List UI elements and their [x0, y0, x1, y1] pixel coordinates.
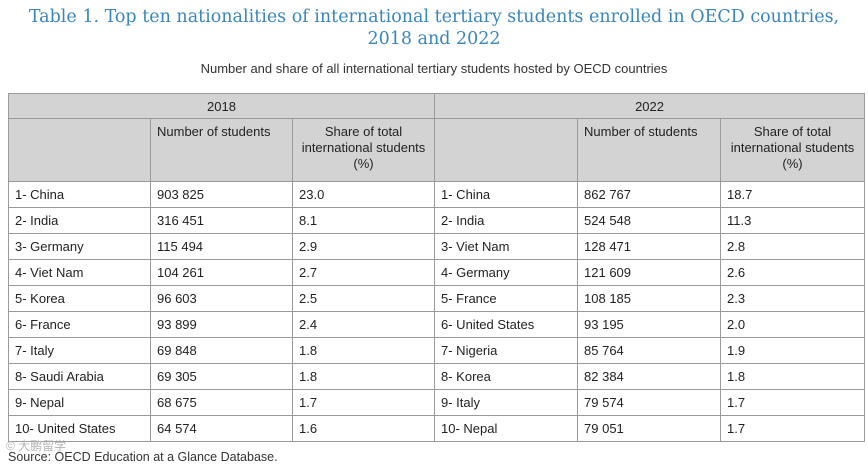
- number-2018-cell: 93 899: [150, 311, 293, 338]
- number-2022-cell: 93 195: [577, 311, 722, 338]
- country-2018-cell: 4- Viet Nam: [8, 259, 151, 286]
- share-2018-cell: 8.1: [291, 207, 436, 234]
- share-2018-cell: 1.7: [291, 389, 436, 416]
- country-2022-cell: 4- Germany: [434, 259, 579, 286]
- number-2018-cell: 69 305: [150, 363, 293, 390]
- share-2022-cell: 2.6: [720, 259, 866, 286]
- table-row: 2- India 316 451 8.1 2- India 524 548 11.3: [8, 207, 866, 234]
- share-2022-cell: 1.7: [720, 415, 866, 442]
- number-2018-cell: 68 675: [150, 389, 293, 416]
- nationalities-table: 2018 2022 Number of students Share of to…: [7, 93, 866, 442]
- table-row: 4- Viet Nam 104 261 2.7 4- Germany 121 609 2.…: [8, 259, 866, 286]
- share-2022-cell: 2.3: [720, 285, 866, 312]
- country-2022-cell: 5- France: [434, 285, 579, 312]
- table-row: 6- France 93 899 2.4 6- United States 93 195…: [8, 311, 866, 338]
- number-2022-cell: 524 548: [577, 207, 722, 234]
- number-2022-cell: 79 051: [577, 415, 722, 442]
- country-2022-cell: 7- Nigeria: [434, 337, 579, 364]
- table-row: 5- Korea 96 603 2.5 5- France 108 185 2.3: [8, 285, 866, 312]
- share-2018-cell: 2.7: [291, 259, 436, 286]
- country-header-2022: [434, 118, 579, 182]
- share-2022-cell: 11.3: [720, 207, 866, 234]
- source-note: Source: OECD Education at a Glance Datab…: [8, 450, 278, 464]
- table-title-line-1: Table 1. Top ten nationalities of intern…: [28, 7, 840, 27]
- year-2022-header: 2022: [434, 93, 866, 119]
- country-2018-cell: 1- China: [8, 181, 151, 208]
- country-2018-cell: 5- Korea: [8, 285, 151, 312]
- year-header-row: 2018 2022: [7, 93, 866, 119]
- number-2022-cell: 82 384: [577, 363, 722, 390]
- country-2018-cell: 3- Germany: [8, 233, 151, 260]
- share-2022-cell: 1.8: [720, 363, 866, 390]
- number-2022-cell: 128 471: [577, 233, 722, 260]
- share-2022-cell: 1.9: [720, 337, 866, 364]
- country-2018-cell: 2- India: [8, 207, 151, 234]
- number-2022-cell: 862 767: [577, 181, 722, 208]
- column-header-row: Number of students Share of total intern…: [8, 118, 866, 182]
- country-2018-cell: 9- Nepal: [8, 389, 151, 416]
- share-2022-cell: 2.0: [720, 311, 866, 338]
- number-2018-cell: 69 848: [150, 337, 293, 364]
- share-2018-cell: 1.8: [291, 337, 436, 364]
- number-2022-cell: 79 574: [577, 389, 722, 416]
- table-row: 7- Italy 69 848 1.8 7- Nigeria 85 764 1.9: [8, 337, 866, 364]
- share-header-2018: Share of total international students (%…: [291, 118, 436, 182]
- number-2018-cell: 64 574: [150, 415, 293, 442]
- share-2018-cell: 2.4: [291, 311, 436, 338]
- share-header-2022: Share of total international students (%…: [720, 118, 866, 182]
- watermark: © 大鹏留学: [6, 439, 67, 453]
- table-title: Table 1. Top ten nationalities of intern…: [0, 6, 868, 50]
- country-2022-cell: 3- Viet Nam: [434, 233, 579, 260]
- share-2022-cell: 18.7: [720, 181, 866, 208]
- year-2018-header: 2018: [7, 93, 436, 119]
- country-2022-cell: 2- India: [434, 207, 579, 234]
- country-2018-cell: 6- France: [8, 311, 151, 338]
- number-header-2022: Number of students: [577, 118, 722, 182]
- table-title-line-2: 2018 and 2022: [367, 29, 501, 49]
- country-2022-cell: 10- Nepal: [434, 415, 579, 442]
- country-2018-cell: 8- Saudi Arabia: [8, 363, 151, 390]
- number-2022-cell: 85 764: [577, 337, 722, 364]
- share-2018-cell: 2.9: [291, 233, 436, 260]
- number-2018-cell: 115 494: [150, 233, 293, 260]
- table-row: 9- Nepal 68 675 1.7 9- Italy 79 574 1.7: [8, 389, 866, 416]
- number-2018-cell: 316 451: [150, 207, 293, 234]
- share-2018-cell: 1.6: [291, 415, 436, 442]
- table-subtitle: Number and share of all international te…: [200, 61, 668, 76]
- country-2022-cell: 1- China: [434, 181, 579, 208]
- share-2022-cell: 1.7: [720, 389, 866, 416]
- number-2018-cell: 903 825: [150, 181, 293, 208]
- country-2022-cell: 9- Italy: [434, 389, 579, 416]
- country-2022-cell: 8- Korea: [434, 363, 579, 390]
- table-row: 8- Saudi Arabia 69 305 1.8 8- Korea 82 384 1.…: [8, 363, 866, 390]
- number-2022-cell: 108 185: [577, 285, 722, 312]
- number-header-2018: Number of students: [150, 118, 293, 182]
- country-2018-cell: 7- Italy: [8, 337, 151, 364]
- number-2018-cell: 96 603: [150, 285, 293, 312]
- table-body: 1- China 903 825 23.0 1- China 862 767 18.7 2-…: [8, 181, 866, 442]
- table-row: 3- Germany 115 494 2.9 3- Viet Nam 128 471 2.…: [8, 233, 866, 260]
- share-2022-cell: 2.8: [720, 233, 866, 260]
- number-2022-cell: 121 609: [577, 259, 722, 286]
- share-2018-cell: 2.5: [291, 285, 436, 312]
- share-2018-cell: 1.8: [291, 363, 436, 390]
- number-2018-cell: 104 261: [150, 259, 293, 286]
- share-2018-cell: 23.0: [291, 181, 436, 208]
- table-row: 10- United States 64 574 1.6 10- Nepal 79 05…: [8, 415, 866, 442]
- country-2022-cell: 6- United States: [434, 311, 579, 338]
- country-2018-cell: 10- United States: [8, 415, 151, 442]
- country-header-2018: [8, 118, 151, 182]
- table-row: 1- China 903 825 23.0 1- China 862 767 18.7: [8, 181, 866, 208]
